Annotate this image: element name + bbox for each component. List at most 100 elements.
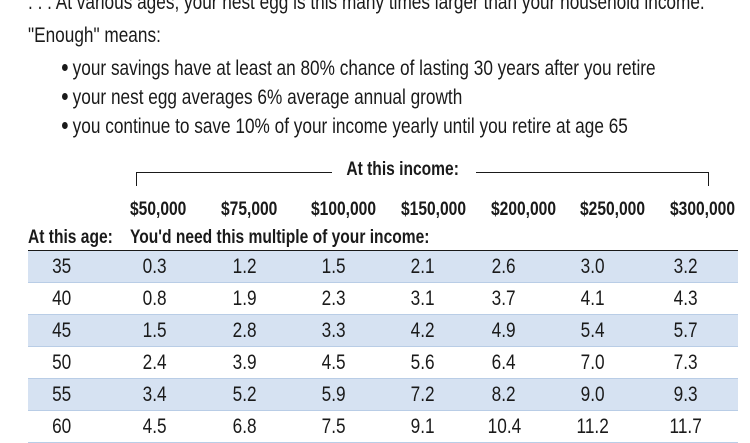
multiple-cell: 10.4	[464, 411, 544, 442]
multiple-cell: 7.3	[646, 347, 726, 378]
multiple-value: 3.3	[322, 319, 346, 342]
age-header-text: At this age:	[28, 227, 113, 248]
multiple-cell: 4.5	[294, 347, 374, 378]
age-value: 60	[52, 415, 72, 438]
multiple-value: 4.1	[581, 287, 605, 310]
multiple-cell: 4.2	[383, 315, 463, 346]
multiple-value: 7.2	[411, 383, 435, 406]
multiple-cell: 1.2	[205, 251, 285, 282]
multiple-cell: 4.5	[115, 411, 195, 442]
multiple-value: 4.9	[492, 319, 516, 342]
multiple-cell: 9.0	[553, 379, 633, 410]
intro-text: . . . At various ages, your nest egg is …	[28, 0, 750, 16]
multiple-value: 2.4	[143, 351, 167, 374]
multiple-value: 7.3	[674, 351, 698, 374]
income-value: $75,000	[221, 199, 278, 220]
multiple-cell: 3.1	[383, 283, 463, 314]
multiple-value: 3.0	[581, 255, 605, 278]
multiple-cell: 5.6	[383, 347, 463, 378]
multiple-value: 1.5	[322, 255, 346, 278]
multiple-cell: 3.7	[464, 283, 544, 314]
multiple-cell: 4.3	[646, 283, 726, 314]
multiple-cell: 5.9	[294, 379, 374, 410]
multiple-cell: 6.4	[464, 347, 544, 378]
multiple-value: 9.0	[581, 383, 605, 406]
income-value: $200,000	[491, 199, 556, 220]
list-item: your nest egg averages 6% average annual…	[62, 85, 750, 114]
multiple-cell: 1.5	[115, 315, 195, 346]
multiple-value: 1.2	[233, 255, 257, 278]
multiple-cell: 4.9	[464, 315, 544, 346]
multiple-value: 9.3	[674, 383, 698, 406]
multiple-value: 2.3	[322, 287, 346, 310]
bracket-left-tick	[136, 172, 137, 186]
multiple-cell: 1.5	[294, 251, 374, 282]
multiple-cell: 0.8	[115, 283, 195, 314]
income-column-header: $200,000	[491, 198, 570, 222]
income-header-text: At this income:	[346, 159, 460, 180]
multiple-cell: 7.5	[294, 411, 374, 442]
multiple-cell: 3.0	[553, 251, 633, 282]
income-column-header: $250,000	[580, 198, 659, 222]
age-cell: 55	[22, 379, 102, 410]
multiple-value: 2.1	[411, 255, 435, 278]
bracket-left-line	[136, 172, 332, 173]
multiple-value: 5.9	[322, 383, 346, 406]
multiple-value: 3.7	[492, 287, 516, 310]
criteria-list: your savings have at least an 80% chance…	[62, 56, 750, 143]
age-value: 45	[52, 319, 72, 342]
multiple-header-text: You'd need this multiple of your income:	[130, 227, 430, 248]
multiple-value: 5.4	[581, 319, 605, 342]
table-row: 55 3.4 5.2 5.9 7.2 8.2 9.0 9.3	[28, 379, 738, 411]
table-row: 45 1.5 2.8 3.3 4.2 4.9 5.4 5.7	[28, 315, 738, 347]
age-cell: 35	[22, 251, 102, 282]
multiple-value: 4.5	[322, 351, 346, 374]
income-column-header: $150,000	[401, 198, 480, 222]
income-column-header: $300,000	[670, 198, 749, 222]
multiple-cell: 5.2	[205, 379, 285, 410]
age-cell: 60	[22, 411, 102, 442]
multiple-value: 6.8	[233, 415, 257, 438]
age-value: 35	[52, 255, 72, 278]
table-row: 50 2.4 3.9 4.5 5.6 6.4 7.0 7.3	[28, 347, 738, 379]
multiple-cell: 2.8	[205, 315, 285, 346]
multiple-cell: 9.3	[646, 379, 726, 410]
table-row: 60 4.5 6.8 7.5 9.1 10.4 11.2 11.7	[28, 411, 738, 443]
multiple-value: 3.9	[233, 351, 257, 374]
multiple-value: 4.2	[411, 319, 435, 342]
income-value: $250,000	[580, 199, 645, 220]
multiple-value: 11.2	[576, 415, 610, 438]
multiple-cell: 7.2	[383, 379, 463, 410]
income-value: $300,000	[670, 199, 735, 220]
multiple-value: 7.5	[322, 415, 346, 438]
list-item: your savings have at least an 80% chance…	[62, 56, 750, 85]
criteria-text: your nest egg averages 6% average annual…	[72, 86, 463, 109]
multiple-value: 11.7	[669, 415, 703, 438]
multiple-cell: 4.1	[553, 283, 633, 314]
multiple-cell: 3.4	[115, 379, 195, 410]
multiple-header: You'd need this multiple of your income:	[130, 226, 495, 250]
multiple-cell: 3.9	[205, 347, 285, 378]
multiple-value: 4.3	[674, 287, 698, 310]
multiple-value: 3.4	[143, 383, 167, 406]
income-column-header: $75,000	[221, 198, 290, 222]
multiple-value: 4.5	[143, 415, 167, 438]
income-header: At this income:	[328, 158, 478, 182]
criteria-text: you continue to save 10% of your income …	[72, 115, 628, 138]
multiple-cell: 6.8	[205, 411, 285, 442]
multiple-cell: 1.9	[205, 283, 285, 314]
income-value: $150,000	[401, 199, 466, 220]
multiple-value: 0.8	[143, 287, 167, 310]
multiple-value: 3.1	[411, 287, 435, 310]
criteria-text: your savings have at least an 80% chance…	[72, 57, 656, 80]
multiple-value: 2.8	[233, 319, 257, 342]
multiple-cell: 11.2	[553, 411, 633, 442]
multiple-cell: 0.3	[115, 251, 195, 282]
income-column-header: $100,000	[311, 198, 390, 222]
bracket-right-line	[476, 172, 708, 173]
multiple-cell: 11.7	[646, 411, 726, 442]
enough-label: "Enough" means:	[28, 23, 190, 49]
age-cell: 45	[22, 315, 102, 346]
multiple-cell: 7.0	[553, 347, 633, 378]
multiple-cell: 5.7	[646, 315, 726, 346]
